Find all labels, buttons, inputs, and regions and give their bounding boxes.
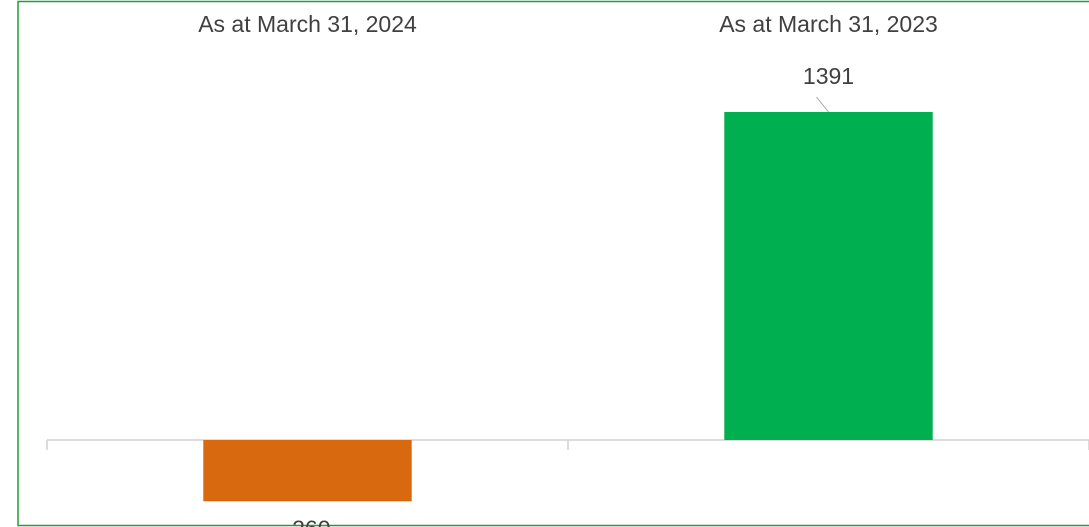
category-label: As at March 31, 2023 bbox=[719, 11, 938, 37]
data-label: -260 bbox=[284, 515, 330, 527]
bar bbox=[724, 112, 933, 440]
leader-line bbox=[816, 96, 829, 113]
category-label: As at March 31, 2024 bbox=[198, 11, 417, 37]
data-label: 1391 bbox=[803, 63, 854, 89]
bar bbox=[203, 440, 412, 502]
